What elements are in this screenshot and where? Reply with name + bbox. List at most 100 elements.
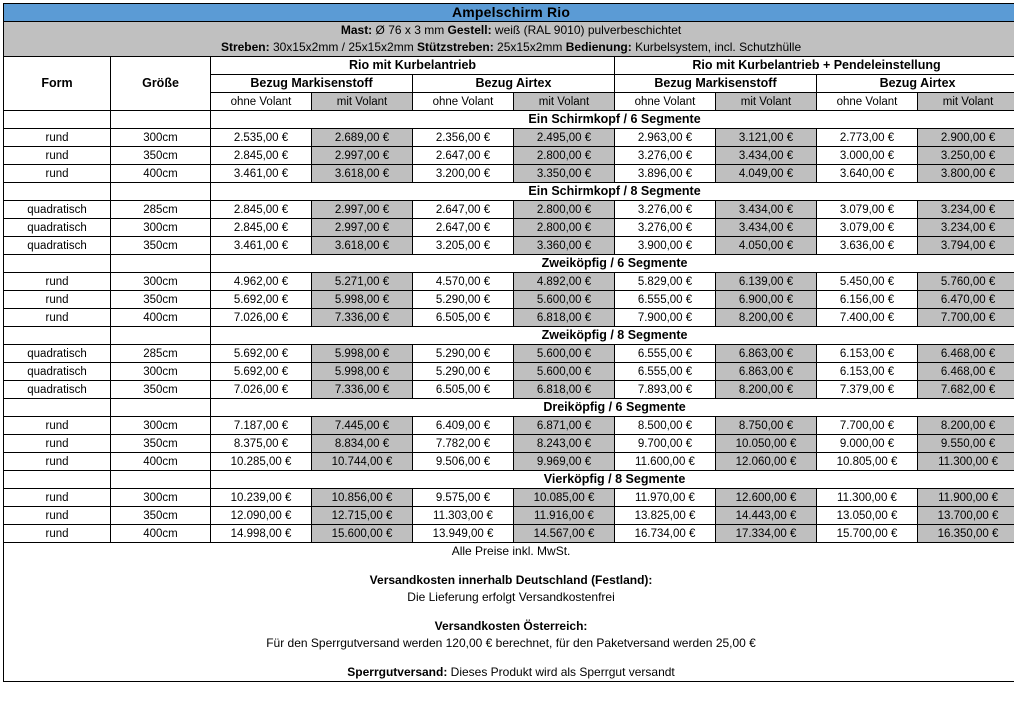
cell-form: quadratisch — [3, 344, 111, 364]
section-spacer-groesse — [110, 398, 211, 418]
cell-price: 2.647,00 € — [412, 146, 514, 166]
cell-price: 5.290,00 € — [412, 362, 514, 382]
cell-price: 10.744,00 € — [311, 452, 413, 472]
cell-price: 2.845,00 € — [210, 146, 312, 166]
cell-price: 8.200,00 € — [715, 308, 817, 328]
cell-price: 15.700,00 € — [816, 524, 918, 544]
cell-price: 11.303,00 € — [412, 506, 514, 526]
cell-price: 5.290,00 € — [412, 344, 514, 364]
cell-price: 10.285,00 € — [210, 452, 312, 472]
cell-form: quadratisch — [3, 236, 111, 256]
cell-price: 2.800,00 € — [513, 146, 615, 166]
cell-price: 5.600,00 € — [513, 362, 615, 382]
cell-size: 285cm — [110, 344, 211, 364]
cell-price: 11.900,00 € — [916, 488, 1014, 508]
drive-group-header: Rio mit Kurbelantrieb + Pendeleinstellun… — [613, 56, 1014, 76]
section-title: Ein Schirmkopf / 6 Segmente — [209, 110, 1014, 130]
cell-price: 5.290,00 € — [412, 290, 514, 310]
cell-price: 7.336,00 € — [311, 308, 413, 328]
cell-price: 6.468,00 € — [916, 362, 1014, 382]
cell-form: quadratisch — [3, 200, 111, 220]
table-row: quadratisch 300cm 5.692,00 €5.998,00 €5.29… — [3, 362, 1014, 382]
cell-price: 11.300,00 € — [816, 488, 918, 508]
cell-price: 2.997,00 € — [311, 200, 413, 220]
header-volant-row: ohne Volant mit Volant ohne Volant mit Vola… — [4, 92, 1014, 112]
footer-gap — [4, 606, 1014, 618]
table-row: rund 400cm 10.285,00 €10.744,00 €9.506,00 … — [3, 452, 1014, 472]
fabric-header: Bezug Airtex — [412, 74, 615, 94]
cell-size: 400cm — [110, 452, 211, 472]
cell-price: 5.692,00 € — [210, 290, 312, 310]
cell-price: 2.689,00 € — [311, 128, 413, 148]
table-row: rund 400cm 3.461,00 €3.618,00 €3.200,00 €3… — [3, 164, 1014, 184]
cell-price: 3.636,00 € — [816, 236, 918, 256]
cell-price: 12.090,00 € — [210, 506, 312, 526]
section-spacer-form — [3, 110, 111, 130]
section-spacer-form — [3, 182, 111, 202]
cell-price: 9.550,00 € — [916, 434, 1014, 454]
cell-price: 13.825,00 € — [614, 506, 716, 526]
cell-price: 5.998,00 € — [311, 362, 413, 382]
header-fabric-row: Bezug Markisenstoff Bezug Airtex Bezug Mar… — [4, 74, 1014, 94]
cell-size: 300cm — [110, 416, 211, 436]
cell-price: 4.049,00 € — [715, 164, 817, 184]
cell-price: 11.300,00 € — [916, 452, 1014, 472]
cell-price: 10.050,00 € — [715, 434, 817, 454]
cell-price: 7.445,00 € — [311, 416, 413, 436]
cell-price: 3.461,00 € — [210, 164, 312, 184]
cell-price: 5.692,00 € — [210, 344, 312, 364]
cell-price: 16.350,00 € — [916, 524, 1014, 544]
cell-price: 5.692,00 € — [210, 362, 312, 382]
cell-price: 10.239,00 € — [210, 488, 312, 508]
footer-line: Für den Sperrgutversand werden 120,00 € … — [266, 636, 756, 651]
cell-price: 6.871,00 € — [513, 416, 615, 436]
cell-price: 2.495,00 € — [513, 128, 615, 148]
cell-size: 350cm — [110, 290, 211, 310]
cell-form: rund — [3, 488, 111, 508]
cell-price: 6.153,00 € — [816, 344, 918, 364]
cell-form: rund — [3, 506, 111, 526]
cell-form: rund — [3, 308, 111, 328]
cell-form: quadratisch — [3, 218, 111, 238]
cell-price: 3.079,00 € — [816, 200, 918, 220]
cell-price: 8.834,00 € — [311, 434, 413, 454]
section-header-row: Ein Schirmkopf / 6 Segmente — [3, 110, 1014, 130]
section-title: Vierköpfig / 8 Segmente — [209, 470, 1014, 490]
table-row: quadratisch 285cm 2.845,00 €2.997,00 €2.64… — [3, 200, 1014, 220]
col-header-groesse: Größe — [110, 56, 211, 112]
cell-price: 8.200,00 € — [715, 380, 817, 400]
cell-size: 350cm — [110, 434, 211, 454]
cell-price: 3.618,00 € — [311, 164, 413, 184]
cell-price: 4.892,00 € — [513, 272, 615, 292]
cell-price: 7.187,00 € — [210, 416, 312, 436]
cell-price: 8.243,00 € — [513, 434, 615, 454]
cell-price: 13.949,00 € — [412, 524, 514, 544]
cell-price: 3.276,00 € — [614, 218, 716, 238]
cell-form: rund — [3, 416, 111, 436]
cell-price: 10.805,00 € — [816, 452, 918, 472]
section-title: Zweiköpfig / 8 Segmente — [209, 326, 1014, 346]
cell-price: 7.026,00 € — [210, 380, 312, 400]
cell-price: 6.555,00 € — [614, 290, 716, 310]
cell-price: 5.271,00 € — [311, 272, 413, 292]
spec-row: Mast: Ø 76 x 3 mm Gestell: weiß (RAL 901… — [2, 20, 1014, 58]
section-title: Zweiköpfig / 6 Segmente — [209, 254, 1014, 274]
cell-price: 6.818,00 € — [513, 308, 615, 328]
volant-header: ohne Volant — [210, 92, 312, 112]
cell-size: 300cm — [110, 218, 211, 238]
cell-price: 7.893,00 € — [614, 380, 716, 400]
cell-price: 6.505,00 € — [412, 380, 514, 400]
cell-price: 2.997,00 € — [311, 218, 413, 238]
spec-line-2: Streben: 30x15x2mm / 25x15x2mm Stützstre… — [220, 40, 802, 55]
cell-price: 2.535,00 € — [210, 128, 312, 148]
section-header-row: Zweiköpfig / 8 Segmente — [3, 326, 1014, 346]
footer-gap — [4, 560, 1014, 572]
cell-price: 2.647,00 € — [412, 200, 514, 220]
cell-price: 7.026,00 € — [210, 308, 312, 328]
cell-price: 9.969,00 € — [513, 452, 615, 472]
fabric-header: Bezug Markisenstoff — [210, 74, 413, 94]
volant-header: ohne Volant — [614, 92, 716, 112]
footer-line: Versandkosten Österreich: — [434, 619, 588, 634]
cell-price: 5.600,00 € — [513, 290, 615, 310]
